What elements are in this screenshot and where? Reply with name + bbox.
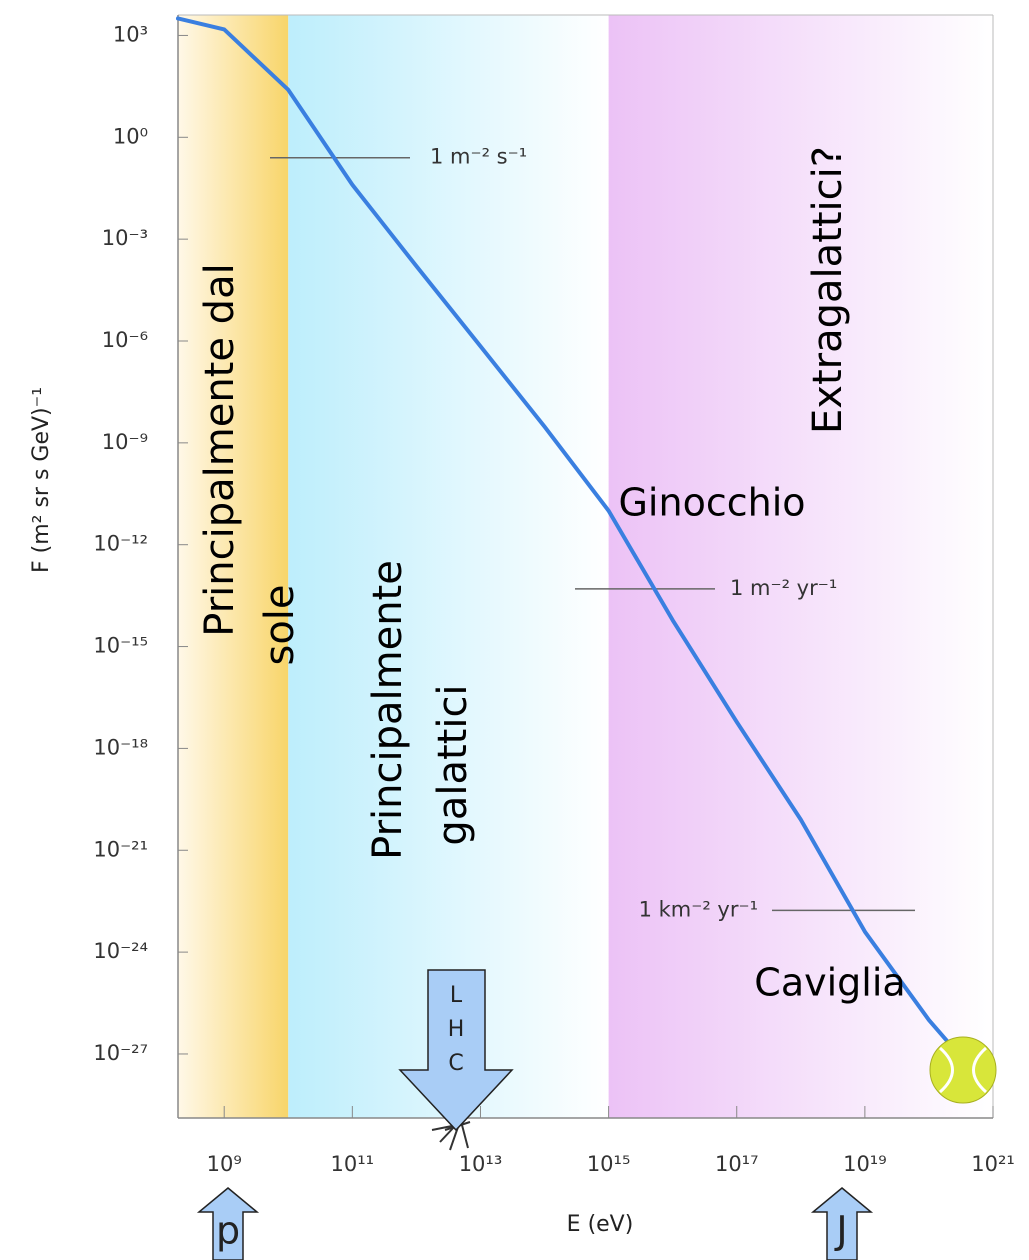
region-label: galattici <box>430 684 476 845</box>
y-tick-label: 10⁻²¹ <box>93 837 148 861</box>
mosquito <box>432 1122 470 1150</box>
x-tick-label: 10¹¹ <box>331 1152 375 1176</box>
x-axis-label: E (eV) <box>567 1212 634 1237</box>
region-band <box>609 15 993 1118</box>
p-label: p <box>216 1209 240 1253</box>
y-tick-label: 10⁻²⁷ <box>93 1041 148 1065</box>
x-tick-label: 10⁹ <box>207 1152 242 1176</box>
reference-label: 1 m⁻² yr⁻¹ <box>730 576 837 600</box>
x-tick-label: 10¹⁵ <box>587 1152 631 1176</box>
y-tick-label: 10³ <box>113 22 148 46</box>
y-axis-label: F (m² sr s GeV)⁻¹ <box>29 387 54 573</box>
y-tick-label: 10⁻⁶ <box>102 328 148 352</box>
chart: E (eV) F (m² sr s GeV)⁻¹ Principalmente … <box>0 0 1029 1260</box>
reference-label: 1 km⁻² yr⁻¹ <box>639 897 758 921</box>
x-tick-label: 10¹³ <box>459 1152 503 1176</box>
x-tick-label: 10¹⁷ <box>715 1152 759 1176</box>
reference-label: 1 m⁻² s⁻¹ <box>430 145 527 169</box>
y-tick-label: 10⁻¹⁸ <box>93 735 148 759</box>
x-tick-label: 10¹⁹ <box>843 1152 887 1176</box>
y-tick-label: 10⁻¹⁵ <box>93 634 148 658</box>
y-tick-label: 10⁰ <box>113 124 148 148</box>
region-label: Principalmente <box>365 560 411 860</box>
lhc-letter: C <box>448 1051 463 1076</box>
y-tick-label: 10⁻¹² <box>93 532 148 556</box>
annotation: Ginocchio <box>618 481 805 525</box>
lhc-letter: H <box>448 1017 465 1042</box>
y-tick-label: 10⁻²⁴ <box>93 939 148 963</box>
region-label: Principalmente dal <box>197 263 243 636</box>
x-tick-label: 10²¹ <box>971 1152 1015 1176</box>
y-tick-label: 10⁻⁹ <box>102 430 148 454</box>
j-label: J <box>834 1209 847 1253</box>
lhc-letter: L <box>450 983 463 1008</box>
tennis-ball <box>930 1037 996 1103</box>
y-tick-label: 10⁻³ <box>102 226 148 250</box>
region-label: Extragalattici? <box>805 146 851 434</box>
region-band <box>288 15 608 1118</box>
region-label: sole <box>257 584 303 665</box>
annotation: Caviglia <box>754 961 905 1005</box>
